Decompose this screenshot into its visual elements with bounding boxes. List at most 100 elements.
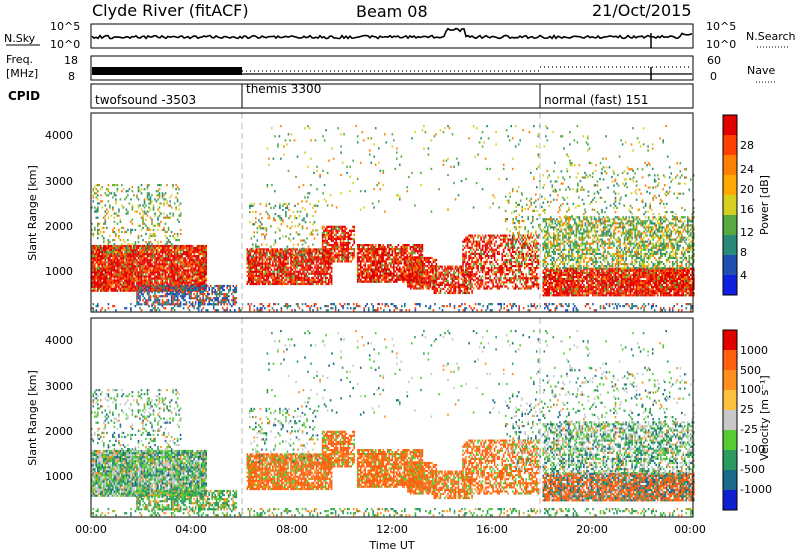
power-cell [442, 275, 445, 278]
power-cell [332, 244, 334, 247]
power-cell [94, 287, 96, 290]
power-cell [92, 287, 95, 290]
power-cell [385, 280, 388, 283]
power-cell [306, 268, 309, 271]
power-cell [252, 278, 255, 281]
power-cell [121, 255, 123, 258]
power-cell [279, 270, 282, 273]
power-cell [293, 278, 295, 281]
power-cell [214, 291, 216, 294]
power-cell [299, 278, 301, 281]
power-cell [145, 257, 147, 260]
power-cell [98, 222, 101, 225]
power-cell [215, 293, 218, 296]
power-cell [291, 254, 294, 257]
power-cell [248, 252, 250, 255]
power-cell [175, 291, 177, 294]
power-cell [118, 269, 120, 272]
power-cell [378, 248, 380, 251]
power-cell [338, 256, 340, 259]
power-cell [370, 280, 372, 283]
power-cell [371, 256, 374, 259]
power-cell [157, 281, 159, 284]
power-cell [146, 243, 149, 246]
power-cell [384, 268, 386, 271]
power-cell [193, 246, 195, 250]
power-cell [140, 281, 143, 284]
power-cell [196, 289, 198, 292]
power-cell [273, 272, 276, 275]
power-cell [115, 248, 117, 252]
power-cell [106, 246, 108, 250]
power-cell [112, 228, 114, 231]
power-cell [95, 273, 98, 276]
power-cell [353, 248, 355, 251]
power-cell [91, 228, 93, 231]
power-cell [157, 269, 159, 272]
power-cell [326, 262, 328, 265]
power-cell [426, 275, 429, 278]
power-cell [317, 260, 319, 263]
power-cell [320, 256, 322, 259]
power-cell [161, 259, 164, 262]
power-cell [170, 194, 173, 197]
power-cell [119, 239, 122, 242]
power-cell [176, 245, 179, 248]
power-cell [95, 244, 98, 248]
power-cell [249, 221, 251, 224]
power-cell [221, 293, 224, 296]
power-cell [323, 241, 325, 245]
power-cell [196, 277, 198, 280]
power-cell [145, 232, 147, 236]
power-cell [289, 233, 292, 236]
power-cell [327, 225, 330, 228]
power-cell [444, 275, 446, 278]
power-cell [167, 204, 170, 207]
power-cell [206, 295, 209, 298]
power-cell [290, 256, 292, 259]
power-cell [232, 284, 235, 288]
power-cell [172, 186, 174, 189]
power-cell [250, 255, 253, 258]
power-cell [128, 243, 131, 246]
power-cell [402, 244, 404, 247]
power-cell [370, 248, 372, 251]
power-cell [107, 216, 110, 219]
power-cell [226, 284, 228, 288]
power-cell [423, 283, 426, 286]
power-cell [405, 260, 407, 263]
power-cell [157, 299, 159, 302]
power-cell [172, 267, 174, 270]
power-cell [187, 265, 189, 268]
power-cell [163, 277, 165, 280]
power-cell [113, 216, 116, 219]
power-cell [104, 210, 107, 213]
power-cell [324, 270, 327, 273]
power-cell [115, 275, 117, 278]
power-cell [254, 278, 256, 281]
power-cell [428, 285, 430, 288]
power-cell [359, 248, 362, 251]
power-cell [376, 250, 378, 253]
power-cell [110, 275, 113, 278]
power-cell [166, 246, 168, 250]
power-cell [274, 241, 277, 244]
power-cell [390, 248, 392, 251]
power-cell [116, 261, 119, 264]
power-cell [323, 266, 325, 269]
power-cell [358, 252, 360, 255]
power-cell [116, 275, 119, 278]
power-cell [178, 285, 180, 288]
power-cell [169, 204, 171, 207]
power-cell [103, 246, 105, 250]
power-cell [255, 274, 258, 277]
power-cell [327, 237, 330, 241]
power-cell [379, 274, 382, 277]
power-cell [312, 258, 315, 261]
power-cell [175, 295, 177, 298]
power-cell [341, 244, 343, 247]
power-cell [431, 275, 433, 278]
power-cell [425, 275, 427, 278]
freq-panel: Freq. [MHz] 18 8 60 0 Nave [6, 53, 775, 83]
power-cell [330, 266, 333, 269]
